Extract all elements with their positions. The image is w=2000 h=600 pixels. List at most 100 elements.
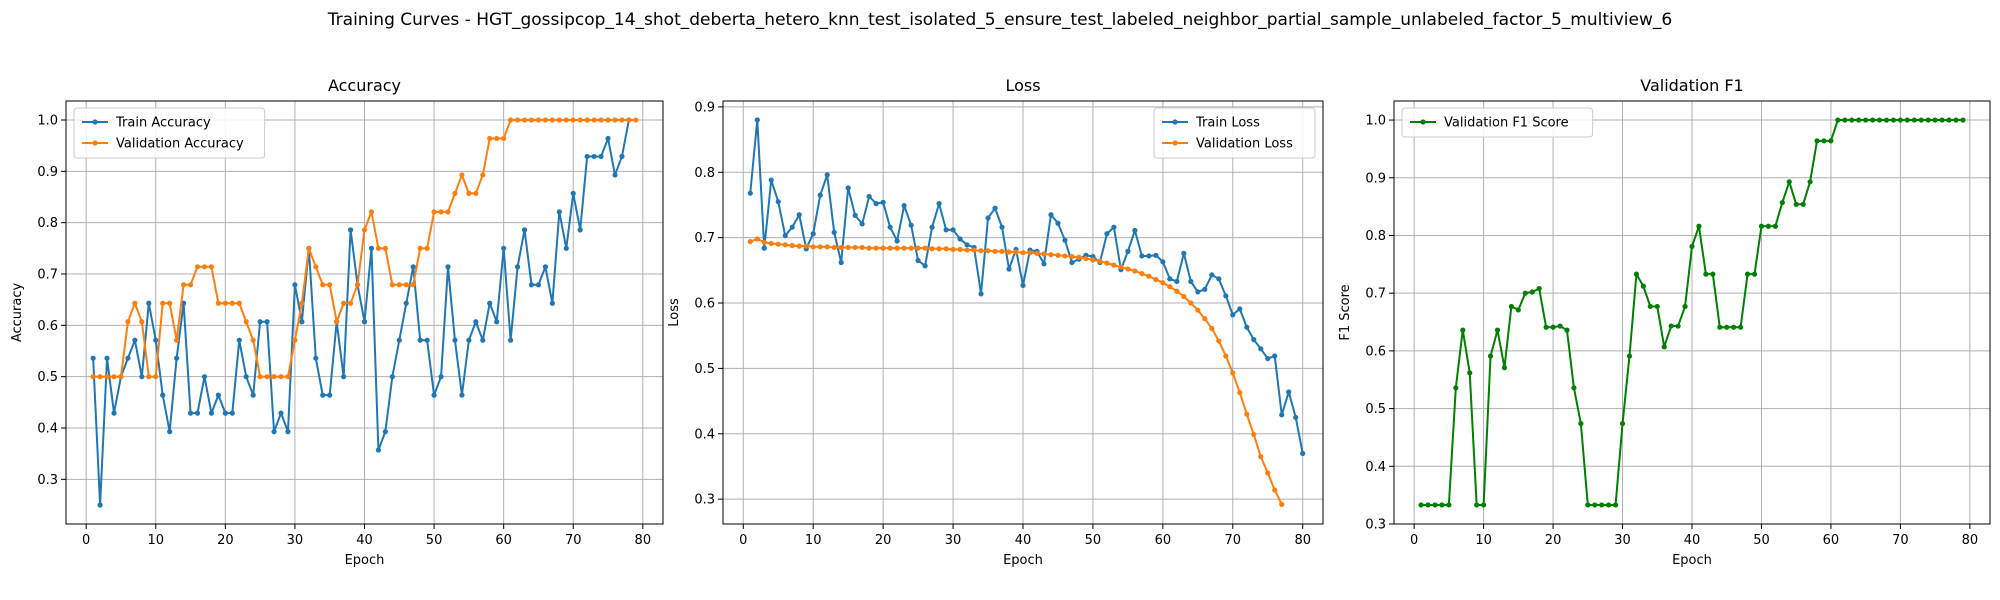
chart-3-series-1-point bbox=[1904, 117, 1910, 123]
chart-1-series-2-point bbox=[361, 227, 368, 233]
chart-1-series-1-point bbox=[375, 447, 382, 453]
chart-2-x-tick-label: 80 bbox=[1294, 533, 1311, 548]
chart-1-x-tick-label: 0 bbox=[82, 533, 90, 548]
chart-3-series-1-point bbox=[1758, 223, 1765, 229]
chart-1-series-1-point bbox=[452, 337, 458, 343]
chart-3-legend-box bbox=[1401, 107, 1594, 138]
chart-2-series-2-point bbox=[943, 246, 949, 252]
chart-3-series-1-point bbox=[1939, 117, 1945, 123]
chart-1-series-1-point bbox=[542, 264, 549, 270]
chart-3-series-1-point bbox=[1856, 117, 1862, 123]
chart-2-x-tick-label: 20 bbox=[875, 533, 892, 548]
chart-2-series-1-point bbox=[950, 227, 956, 233]
chart-2-series-2-point bbox=[1006, 249, 1012, 255]
chart-1-series-2-point bbox=[633, 117, 639, 123]
chart-1-series-2-point bbox=[473, 190, 479, 196]
chart-2-series-2-point bbox=[1048, 252, 1054, 258]
chart-2-series-1-line bbox=[749, 118, 1304, 454]
chart-2-y-tick-label: 0.9 bbox=[694, 100, 715, 115]
chart-1-series-1-point bbox=[501, 245, 507, 251]
chart-1-series-2-point bbox=[605, 117, 611, 123]
chart-1-series-1-point bbox=[257, 319, 263, 325]
chart-2-series-2-point bbox=[789, 242, 795, 249]
chart-1-series-1-point bbox=[160, 392, 166, 398]
chart-1-series-2-point bbox=[313, 264, 319, 270]
chart-2-series-2-point bbox=[852, 244, 858, 251]
chart-1-series-2-point bbox=[104, 374, 110, 380]
chart-2-series-1-point bbox=[929, 224, 935, 230]
chart-2-series-1-point bbox=[999, 224, 1005, 230]
figure-suptitle: Training Curves - HGT_gossipcop_14_shot_… bbox=[327, 10, 1673, 30]
chart-2-series-2-point bbox=[761, 239, 767, 245]
chart-1-series-1-point bbox=[264, 319, 270, 325]
chart-3-series-1-point bbox=[1682, 303, 1688, 310]
chart-1-series-1-point bbox=[215, 392, 221, 398]
chart-1-y-tick-label: 0.4 bbox=[37, 422, 58, 437]
chart-2-series-1-point bbox=[992, 205, 998, 211]
chart-1-series-1-point bbox=[236, 337, 242, 343]
chart-3-series-1-point bbox=[1779, 199, 1785, 206]
chart-2-series-2-point bbox=[1244, 411, 1250, 417]
chart-3-series-1-point bbox=[1738, 324, 1744, 330]
chart-3-series-1-point bbox=[1661, 344, 1667, 350]
chart-2-series-1-point bbox=[775, 199, 781, 205]
chart-2-y-tick-label: 0.3 bbox=[694, 493, 715, 508]
chart-1-y-tick-label: 0.5 bbox=[37, 370, 58, 385]
chart-1-series-1-point bbox=[368, 245, 375, 251]
chart-1-y-axis-label: Accuracy bbox=[10, 283, 25, 343]
chart-1-series-2-point bbox=[389, 282, 395, 288]
chart-2-series-2-point bbox=[1202, 316, 1208, 322]
chart-1-series-2-point bbox=[445, 209, 451, 215]
chart-2-series-2-point bbox=[1174, 288, 1180, 294]
chart-3-series-1-point bbox=[1439, 502, 1445, 508]
chart-2-series-2-point bbox=[1251, 431, 1257, 438]
chart-1-legend-label-1: Train Accuracy bbox=[115, 116, 211, 131]
chart-2-series-2-point bbox=[901, 245, 907, 251]
chart-1-series-2-point bbox=[452, 190, 458, 196]
chart-1-y-tick-label: 0.6 bbox=[37, 319, 58, 334]
chart-1-series-1-point bbox=[521, 227, 528, 233]
chart-2-series-1-point bbox=[1041, 261, 1047, 267]
chart-2-series-2-point bbox=[803, 243, 809, 249]
chart-2-series-2-point bbox=[775, 241, 781, 247]
chart-1-series-1-point bbox=[243, 374, 249, 380]
chart-2-series-2-point bbox=[922, 245, 928, 251]
chart-1-series-2-point bbox=[320, 282, 326, 288]
chart-2-series-2-line bbox=[749, 237, 1283, 505]
chart-2-series-2-point bbox=[1076, 254, 1082, 260]
chart-2-series-2-point bbox=[1013, 249, 1019, 255]
chart-3-series-1-point bbox=[1897, 117, 1903, 123]
chart-1-series-1-point bbox=[598, 153, 604, 160]
chart-3-x-tick-label: 40 bbox=[1684, 533, 1701, 548]
chart-2-series-2-point bbox=[1139, 271, 1145, 277]
chart-2-y-tick-label: 0.6 bbox=[694, 297, 715, 312]
chart-2-series-2-point bbox=[1216, 338, 1222, 344]
chart-1-series-1-point bbox=[556, 209, 562, 215]
chart-1-series-2-point bbox=[382, 245, 388, 251]
chart-1-series-2-point bbox=[417, 245, 423, 251]
chart-2-panel: 0 10 20 30 40 50 60 70 80 0.3 0.4 0.5 0.6 0.7 0.8 0.9 Lo… bbox=[667, 76, 1324, 568]
chart-2-series-1-point bbox=[957, 236, 963, 242]
chart-3-series-1-point bbox=[1953, 117, 1959, 123]
chart-3-series-1-point bbox=[1633, 271, 1640, 277]
chart-2-series-2-point bbox=[1083, 255, 1089, 262]
chart-2-series-1-point bbox=[964, 242, 970, 248]
chart-2-series-2-point bbox=[1020, 250, 1026, 256]
chart-3-series-1-point bbox=[1918, 117, 1924, 123]
chart-3-series-1-point bbox=[1765, 223, 1772, 229]
chart-3-panel: 0 10 20 30 40 50 60 70 80 0.3 0.4 0.5 0.6 0.7 0.8 0.9 1.… bbox=[1338, 76, 1991, 568]
chart-2-series-1-point bbox=[894, 238, 900, 244]
chart-1-series-1-point bbox=[563, 245, 569, 251]
chart-2-series-2-point bbox=[845, 244, 851, 251]
chart-2-series-1-point bbox=[1139, 253, 1145, 259]
chart-1-series-2-point bbox=[438, 209, 444, 215]
chart-1-series-1-point bbox=[570, 190, 576, 196]
chart-3-y-tick-label: 0.7 bbox=[1365, 287, 1386, 302]
chart-2-series-1-point bbox=[1251, 337, 1257, 343]
chart-1-series-1-point bbox=[459, 392, 465, 398]
chart-2-series-2-point bbox=[1181, 293, 1187, 300]
chart-1-series-2-point bbox=[584, 117, 590, 123]
chart-1-series-1-point bbox=[438, 374, 444, 380]
chart-2-series-1-point bbox=[1111, 224, 1117, 230]
